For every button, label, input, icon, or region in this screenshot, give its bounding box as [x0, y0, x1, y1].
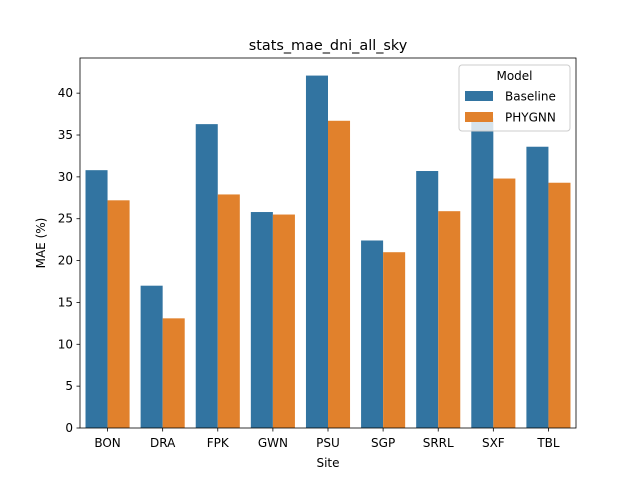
y-axis: 0 5 10 15 20 25 30 35 40	[58, 86, 80, 435]
legend-swatch-baseline	[465, 91, 493, 101]
legend: Model Baseline PHYGNN	[458, 64, 571, 132]
x-tick-label: GWN	[258, 436, 288, 450]
y-tick-label: 10	[58, 337, 73, 351]
y-tick-label: 40	[58, 86, 73, 100]
bar-phygnn-bon	[107, 200, 130, 428]
legend-label-baseline: Baseline	[505, 90, 556, 104]
y-tick-label: 30	[58, 170, 73, 184]
bar-baseline-dra	[140, 285, 163, 428]
plot-area	[85, 75, 571, 429]
y-tick-label: 25	[58, 212, 73, 226]
bar-baseline-tbl	[526, 146, 549, 429]
bar-phygnn-psu	[328, 120, 351, 428]
x-axis: BON DRA FPK GWN PSU SGP SRRL SXF TBL	[94, 428, 560, 450]
bar-baseline-sxf	[471, 118, 494, 429]
y-tick-label: 35	[58, 128, 73, 142]
plot-frame	[79, 57, 577, 429]
y-tick-label: 0	[65, 421, 73, 435]
bar-phygnn-gwn	[272, 214, 295, 428]
bar-baseline-psu	[305, 75, 328, 428]
bar-baseline-fpk	[195, 124, 218, 428]
legend-title: Model	[496, 69, 532, 83]
legend-swatch-phygnn	[465, 112, 493, 122]
x-tick-label: BON	[94, 436, 120, 450]
x-tick-label: DRA	[150, 436, 176, 450]
bar-baseline-gwn	[250, 212, 273, 428]
x-tick-label: PSU	[316, 436, 340, 450]
y-axis-label: MAE (%)	[34, 218, 48, 269]
y-tick-label: 20	[58, 254, 73, 268]
bar-phygnn-srrl	[438, 211, 461, 428]
legend-label-phygnn: PHYGNN	[505, 111, 556, 125]
bar-baseline-srrl	[416, 171, 439, 428]
x-tick-label: FPK	[207, 436, 230, 450]
x-tick-label: TBL	[536, 436, 560, 450]
bar-phygnn-sxf	[493, 178, 516, 428]
y-tick-label: 5	[65, 379, 73, 393]
x-tick-label: SRRL	[423, 436, 454, 450]
y-tick-label: 15	[58, 295, 73, 309]
x-tick-label: SXF	[482, 436, 505, 450]
bar-phygnn-tbl	[548, 182, 571, 428]
x-tick-label: SGP	[371, 436, 395, 450]
bar-phygnn-sgp	[383, 252, 406, 428]
bar-baseline-bon	[85, 170, 108, 429]
bar-baseline-sgp	[361, 240, 384, 428]
bar-phygnn-fpk	[217, 194, 240, 428]
x-axis-label: Site	[316, 456, 339, 470]
bar-phygnn-dra	[162, 318, 185, 428]
chart-title: stats_mae_dni_all_sky	[249, 38, 408, 54]
